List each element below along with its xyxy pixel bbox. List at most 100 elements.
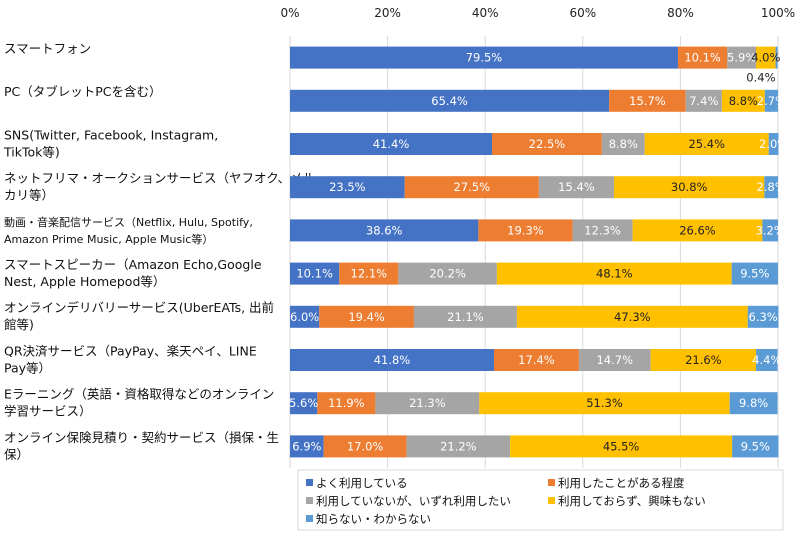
x-tick-label: 100%: [761, 6, 795, 20]
data-label: 3.2%: [756, 223, 785, 237]
data-label: 38.6%: [366, 223, 403, 237]
data-label: 20.2%: [429, 267, 466, 281]
data-labels: 79.5% 10.1% 5.9%4.0% 0.4% 65.4% 15.7% 7.4% 8.8%…: [289, 51, 788, 454]
category-label: ネットフリマ・オークションサービス（ヤフオク、メル: [4, 171, 315, 186]
legend-label: 知らない・わからない: [316, 512, 431, 526]
bar-segment: [768, 133, 779, 155]
bar-segment: [290, 262, 340, 285]
bar-segment: [319, 305, 414, 328]
data-label: 8.8%: [729, 94, 758, 108]
bar-segment: [290, 219, 479, 242]
bars: [290, 46, 779, 458]
data-label: 19.4%: [348, 310, 385, 324]
bar-segment: [496, 262, 732, 285]
category-label: 保）: [4, 447, 29, 462]
bar-segment: [764, 176, 778, 199]
bar-segment: [406, 435, 511, 458]
bar-segment: [339, 262, 399, 285]
bar-segment: [516, 305, 748, 328]
bar-segment: [609, 89, 686, 112]
bar-segment: [650, 349, 757, 371]
data-label: 9.5%: [741, 439, 770, 453]
legend-label: 利用していないが、いずれ利用したい: [316, 494, 511, 508]
bar-segment: [677, 46, 728, 69]
category-label: スマートスピーカー（Amazon Echo,Google: [4, 257, 262, 272]
data-label: 6.3%: [749, 310, 778, 324]
bar-segment: [644, 133, 769, 155]
legend-swatch: [548, 497, 555, 504]
category-label: 学習サービス）: [4, 404, 92, 419]
bar-segment: [493, 349, 579, 371]
legend-swatch: [306, 515, 313, 522]
bar-segment: [290, 435, 324, 458]
data-label: 65.4%: [431, 94, 468, 108]
category-label: Amazon Prime Music, Apple Music等）: [4, 232, 213, 246]
data-label: 10.1%: [684, 51, 721, 65]
bar-segment: [290, 392, 318, 415]
legend-box: [297, 469, 784, 531]
data-label: 30.8%: [671, 180, 708, 194]
bar-segment: [732, 435, 779, 458]
bar-segment: [632, 219, 763, 242]
bar-segment: [375, 392, 480, 415]
bar-segment: [731, 262, 778, 285]
bar-segment: [729, 392, 778, 415]
category-label: QR決済サービス（PayPay、楽天ペイ、LINE: [4, 343, 257, 358]
bar-segment: [762, 219, 778, 242]
data-label: 0.4%: [746, 71, 775, 85]
data-label: 9.5%: [740, 267, 769, 281]
data-label: 12.1%: [351, 267, 388, 281]
category-labels: スマートフォン PC（タブレットPCを含む） SNS(Twitter, Facebo…: [3, 41, 315, 462]
category-label: オンラインデリバリーサービス(UberEATs, 出前: [4, 300, 274, 315]
data-label: 41.8%: [374, 353, 411, 367]
data-label: 51.3%: [586, 396, 623, 410]
data-label: 27.5%: [454, 180, 491, 194]
data-label: 2.8%: [757, 180, 786, 194]
bar-segment: [290, 176, 405, 199]
category-label: PC（タブレットPCを含む）: [4, 84, 162, 99]
category-label: カリ等）: [4, 188, 54, 203]
legend-swatch: [306, 479, 313, 486]
bar-segment: [685, 89, 722, 112]
bar-segment: [572, 219, 633, 242]
data-label: 22.5%: [529, 137, 566, 151]
data-label: 14.7%: [596, 353, 633, 367]
legend-label: 利用したことがある程度: [558, 476, 685, 490]
bar-segment: [290, 305, 320, 328]
data-label: 4.4%: [752, 353, 781, 367]
bar-segment: [398, 262, 497, 285]
x-tick-label: 0%: [280, 6, 299, 20]
data-label: 21.6%: [685, 353, 722, 367]
bar-segment: [492, 133, 602, 155]
data-label: 79.5%: [466, 51, 503, 65]
bar-segment: [404, 176, 539, 199]
legend-swatch: [306, 497, 313, 504]
category-label: 動画・音楽配信サービス（Netflix, Hulu, Spotify,: [4, 215, 253, 229]
data-label: 8.8%: [609, 137, 638, 151]
data-label: 2.0%: [759, 137, 788, 151]
bar-segment: [413, 305, 517, 328]
data-label: 9.8%: [739, 396, 768, 410]
bar-segment: [756, 349, 778, 371]
category-label: Pay等）: [4, 360, 51, 375]
category-label: Nest, Apple Homepod等）: [4, 274, 165, 289]
category-label: TikTok等): [3, 144, 60, 159]
data-label: 48.1%: [596, 267, 633, 281]
bar-segment: [290, 349, 494, 371]
x-tick-label: 40%: [472, 6, 499, 20]
data-label: 41.4%: [373, 137, 410, 151]
data-label: 26.6%: [679, 223, 716, 237]
category-label: オンライン保険見積り・契約サービス（損保・生: [4, 430, 279, 445]
category-label: Eラーニング（英語・資格取得などのオンライン: [4, 387, 274, 402]
bar-segment: [764, 89, 778, 112]
bar-segment: [747, 305, 779, 328]
data-label: 5.6%: [289, 396, 318, 410]
x-tick-label: 80%: [667, 6, 694, 20]
x-tick-label: 20%: [374, 6, 401, 20]
data-label: 6.0%: [290, 310, 319, 324]
bar-segment: [578, 349, 651, 371]
bar-segment: [323, 435, 407, 458]
bar-segment: [775, 46, 778, 69]
data-label: 4.0%: [751, 51, 780, 65]
